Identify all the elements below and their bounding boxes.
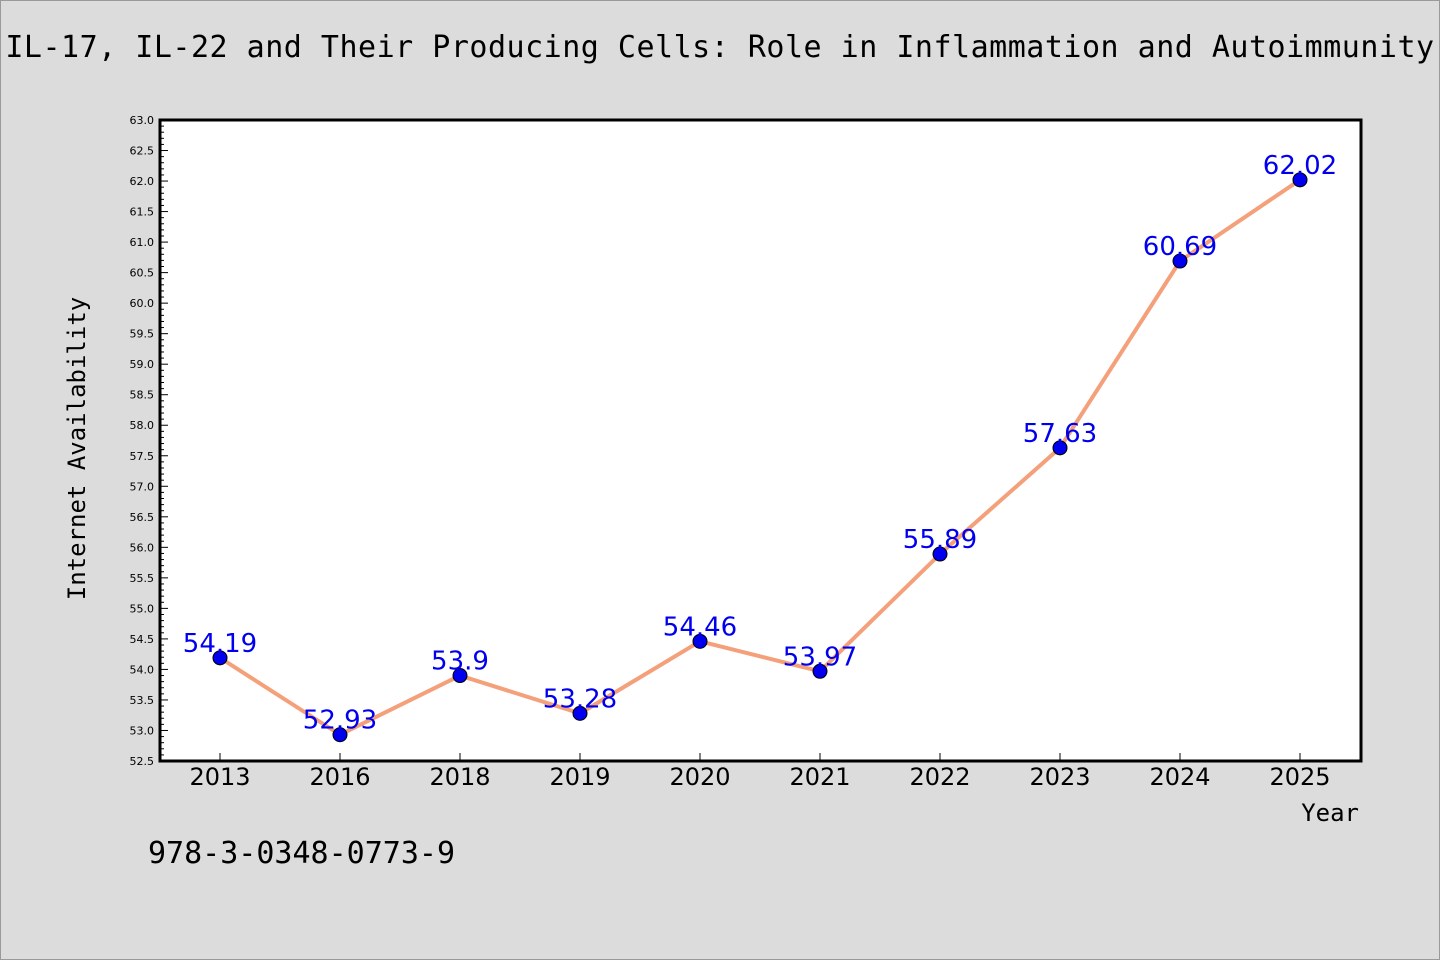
y-tick-label: 52.5 <box>130 755 155 768</box>
x-tick-label: 2022 <box>909 763 970 791</box>
data-point <box>1052 440 1068 456</box>
data-point <box>1172 253 1188 269</box>
data-label: 53.97 <box>783 642 857 672</box>
data-label: 52.93 <box>303 706 377 736</box>
y-tick-label: 56.5 <box>130 511 155 524</box>
y-tick-label: 62.0 <box>130 175 155 188</box>
y-tick-label: 61.0 <box>130 236 155 249</box>
data-label: 57.63 <box>1023 419 1097 449</box>
y-tick-label: 55.5 <box>130 572 155 585</box>
y-tick-label: 59.0 <box>130 358 155 371</box>
data-point <box>452 668 468 684</box>
data-label: 54.19 <box>183 629 257 659</box>
x-tick-label: 2021 <box>789 763 850 791</box>
y-tick-label: 53.5 <box>130 694 155 707</box>
y-tick-label: 54.5 <box>130 633 155 646</box>
data-point <box>812 663 828 679</box>
y-tick-label: 56.0 <box>130 541 155 554</box>
x-tick-label: 2024 <box>1149 763 1210 791</box>
y-tick-label: 53.0 <box>130 724 155 737</box>
y-axis-label: Internet Availability <box>63 297 91 600</box>
data-point <box>692 633 708 649</box>
y-tick-label: 59.5 <box>130 328 155 341</box>
y-tick-label: 58.5 <box>130 389 155 402</box>
y-tick-label: 62.5 <box>130 145 155 158</box>
chart-title: IL-17, IL-22 and Their Producing Cells: … <box>5 30 1435 65</box>
x-tick-label: 2018 <box>429 763 490 791</box>
data-label: 60.69 <box>1143 232 1217 262</box>
y-tick-label: 60.0 <box>130 297 155 310</box>
y-tick-label: 54.0 <box>130 663 155 676</box>
x-axis-label: Year <box>1301 799 1359 827</box>
x-tick-label: 2025 <box>1269 763 1330 791</box>
y-tick-label: 61.5 <box>130 206 155 219</box>
data-point <box>212 650 228 666</box>
series-line <box>218 178 1302 737</box>
x-tick-label: 2019 <box>549 763 610 791</box>
y-tick-label: 63.0 <box>130 114 155 127</box>
series-group: 54.19 52.93 53.9 53.28 54.46 53.97 55.89 57.63 6… <box>183 151 1337 743</box>
x-tick-label: 2023 <box>1029 763 1090 791</box>
data-label: 55.89 <box>903 525 977 555</box>
x-axis: 2013 2016 2018 2019 2020 2021 2022 2023 2024 2025 <box>189 753 1331 791</box>
data-label: 54.46 <box>663 612 737 642</box>
y-tick-label: 60.5 <box>130 267 155 280</box>
x-tick-label: 2020 <box>669 763 730 791</box>
data-point <box>932 546 948 562</box>
data-point <box>1292 172 1308 188</box>
data-label: 62.02 <box>1263 151 1337 181</box>
data-label: 53.28 <box>543 684 617 714</box>
data-point <box>572 705 588 721</box>
data-point <box>332 727 348 743</box>
data-label: 53.9 <box>431 647 489 677</box>
x-tick-label: 2013 <box>189 763 250 791</box>
y-tick-label: 57.5 <box>130 450 155 463</box>
x-tick-label: 2016 <box>309 763 370 791</box>
y-tick-label: 57.0 <box>130 480 155 493</box>
plot-area <box>158 118 1363 763</box>
y-tick-label: 55.0 <box>130 602 155 615</box>
isbn-text: 978-3-0348-0773-9 <box>148 836 456 871</box>
y-tick-label: 58.0 <box>130 419 155 432</box>
y-axis: 52.5 53.0 53.5 54.0 54.5 55.0 55.5 56.0 56.5 57.0… <box>130 114 168 768</box>
